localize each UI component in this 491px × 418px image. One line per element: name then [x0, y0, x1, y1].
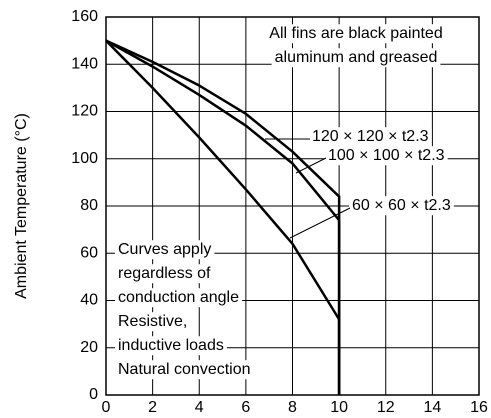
leader-line: [289, 207, 351, 239]
x-tick-label: 10: [330, 399, 348, 416]
y-axis-label: Ambient Temperature (°C): [13, 113, 30, 299]
x-tick-label: 2: [148, 399, 157, 416]
series-line: [105, 39, 341, 395]
note-top-bg: [266, 24, 446, 44]
x-tick-label: 12: [377, 399, 395, 416]
x-tick-label: 4: [195, 399, 204, 416]
series-label-bg: [349, 196, 454, 216]
note-bottom: regardless of: [118, 265, 211, 282]
x-tick-label: 8: [288, 399, 297, 416]
note-bottom: Natural convection: [118, 361, 251, 378]
y-tick-label: 160: [71, 8, 98, 25]
series-label-bg: [309, 127, 432, 147]
note-bottom: Curves apply: [118, 241, 211, 258]
note-bottom: conduction angle: [118, 289, 239, 306]
plot-frame: [105, 16, 480, 396]
x-tick-label: 0: [102, 399, 111, 416]
note-top-bg: [271, 48, 441, 68]
series-label: 120 × 120 × t2.3: [312, 128, 429, 145]
x-tick-label: 14: [423, 399, 441, 416]
y-tick-label: 140: [71, 55, 98, 72]
leader-line: [295, 157, 327, 174]
y-tick-label: 80: [80, 197, 98, 214]
x-tick-label: 6: [241, 399, 250, 416]
note-bottom-bg: [115, 264, 215, 284]
series-label: 100 × 100 × t2.3: [328, 147, 445, 164]
series-line: [105, 39, 341, 395]
y-tick-label: 20: [80, 339, 98, 356]
note-bottom-bg: [115, 240, 215, 260]
y-tick-label: 60: [80, 244, 98, 261]
note-top: aluminum and greased: [275, 49, 438, 66]
y-tick-label: 40: [80, 292, 98, 309]
note-bottom: inductive loads: [118, 337, 224, 354]
y-tick-label: 0: [89, 386, 98, 403]
y-tick-label: 100: [71, 150, 98, 167]
note-top: All fins are black painted: [269, 25, 442, 42]
series-label: 60 × 60 × t2.3: [352, 197, 451, 214]
note-bottom-bg: [115, 336, 227, 356]
series-line: [105, 39, 341, 395]
note-bottom-bg: [115, 312, 191, 332]
y-tick-label: 120: [71, 103, 98, 120]
note-bottom: Resistive,: [118, 313, 187, 330]
note-bottom-bg: [115, 288, 243, 308]
note-bottom-bg: [115, 360, 254, 380]
x-tick-label: 16: [470, 399, 488, 416]
series-label-bg: [325, 146, 448, 166]
annotations: All fins are black painted aluminum and g…: [115, 24, 454, 380]
